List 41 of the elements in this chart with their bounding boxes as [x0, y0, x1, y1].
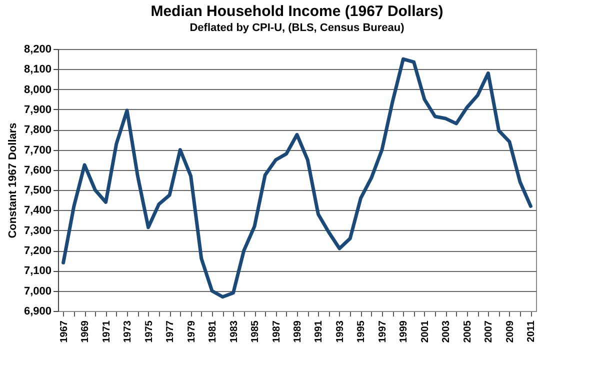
- x-tick-label: 1987: [271, 320, 282, 343]
- x-tick-label: 1989: [292, 320, 304, 343]
- x-tick-label: 1983: [228, 320, 240, 343]
- y-axis-title: Constant 1967 Dollars: [6, 122, 19, 238]
- y-tick-label: 7,700: [24, 144, 52, 156]
- x-tick-label: 2009: [504, 320, 516, 343]
- y-tick-label: 7,500: [24, 184, 52, 197]
- x-tick-label: 1967: [58, 320, 70, 343]
- y-tick-label: 7,400: [24, 204, 52, 217]
- y-tick-label: 7,000: [24, 285, 52, 298]
- y-tick-label: 7,800: [24, 124, 52, 136]
- x-tick-label: 1975: [144, 320, 155, 343]
- line-series: [62, 57, 532, 299]
- x-tick-label: 1969: [80, 320, 92, 343]
- x-tick-label: 2001: [420, 320, 431, 343]
- x-tick-label: 1981: [208, 320, 219, 343]
- y-tick-label: 8,000: [24, 84, 52, 96]
- chart-subtitle: Deflated by CPI-U, (BLS, Census Bureau): [190, 22, 405, 34]
- x-tick-label: 1999: [398, 320, 410, 343]
- x-tick-label: 1991: [314, 320, 325, 343]
- y-tick-label: 7,300: [24, 224, 52, 237]
- y-tick-label: 8,200: [24, 44, 52, 56]
- x-tick-label: 1979: [186, 320, 198, 343]
- chart-title: Median Household Income (1967 Dollars): [150, 3, 444, 20]
- x-tick-label: 2011: [526, 320, 538, 342]
- x-tick-label: 2005: [462, 320, 474, 343]
- x-tick-label: 2003: [441, 320, 452, 343]
- y-tick-label: 7,100: [24, 265, 52, 278]
- y-tick-label: 8,100: [24, 64, 52, 76]
- x-tick-label: 2007: [484, 320, 495, 343]
- y-tick-label: 7,900: [24, 104, 52, 116]
- y-tick-label: 7,200: [24, 245, 52, 258]
- x-tick-label: 1993: [334, 320, 346, 343]
- x-tick-label: 1985: [250, 320, 262, 343]
- x-tick-label: 1997: [377, 320, 388, 343]
- y-tick-label: 6,900: [24, 306, 52, 318]
- x-tick-label: 1971: [101, 320, 112, 343]
- x-tick-label: 1973: [122, 320, 134, 343]
- x-tick-label: 1995: [356, 320, 368, 343]
- x-tick-label: 1977: [165, 320, 176, 343]
- y-tick-label: 7,600: [24, 164, 52, 176]
